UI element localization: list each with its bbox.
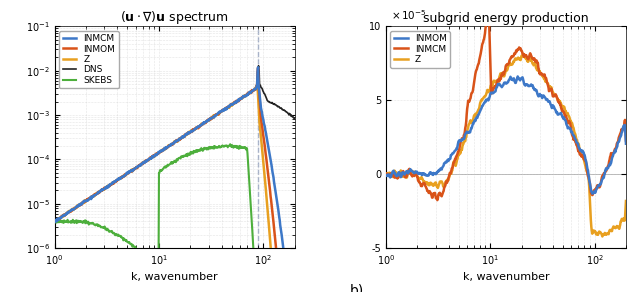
X-axis label: k, wavenumber: k, wavenumber: [463, 272, 549, 282]
Legend: INMCM, INMOM, Z, DNS, SKEBS: INMCM, INMOM, Z, DNS, SKEBS: [59, 31, 119, 88]
Text: b): b): [350, 284, 364, 292]
Title: ($\mathbf{u} \cdot \nabla$)$\mathbf{u}$ spectrum: ($\mathbf{u} \cdot \nabla$)$\mathbf{u}$ …: [120, 9, 229, 26]
X-axis label: k, wavenumber: k, wavenumber: [132, 272, 218, 282]
Text: $\times\,10^{-5}$: $\times\,10^{-5}$: [391, 8, 426, 22]
Legend: INMOM, INMCM, Z: INMOM, INMCM, Z: [390, 31, 450, 68]
Title: subgrid energy production: subgrid energy production: [423, 12, 589, 25]
